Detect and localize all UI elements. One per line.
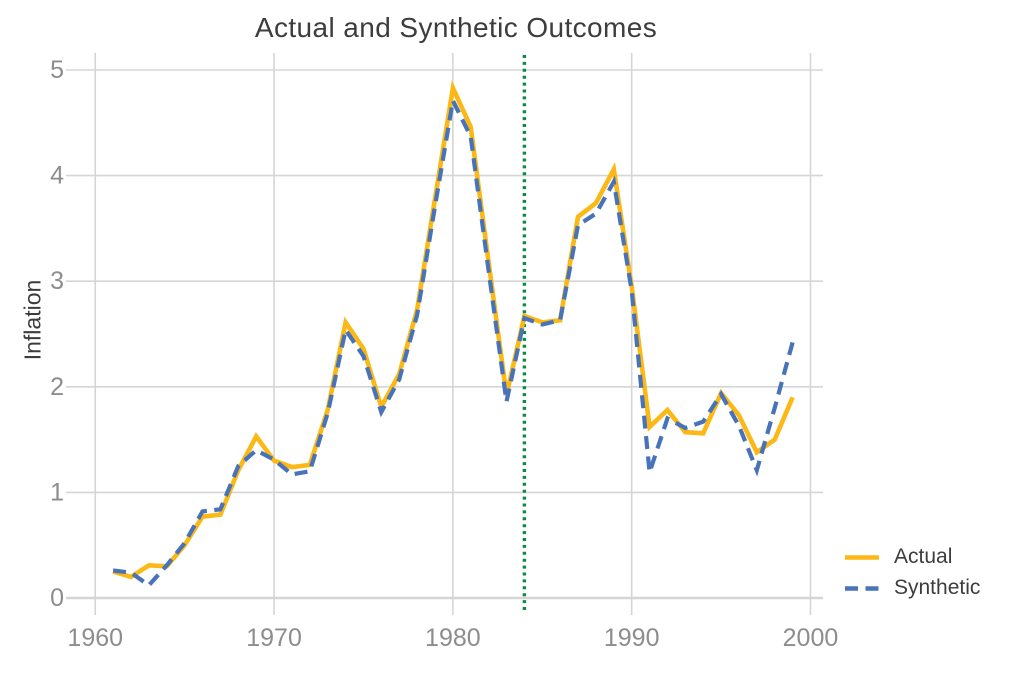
legend-label-synthetic: Synthetic [894,576,981,599]
legend-swatch-synthetic-line-icon [845,585,879,591]
legend: Actual Synthetic [845,545,980,600]
y-tick-label-0: 0 [50,584,64,612]
y-tick-label-3: 3 [50,267,64,295]
y-axis-title: Inflation [19,279,46,361]
y-tick-label-5: 5 [50,56,64,84]
legend-swatch-actual-line-icon [845,554,879,560]
legend-item-actual: Actual [845,545,980,569]
synthetic-line [112,93,795,589]
legend-label-actual: Actual [894,545,953,568]
legend-item-synthetic: Synthetic [845,576,980,600]
x-tick-label-2000: 2000 [783,624,839,652]
x-tick-label-1990: 1990 [604,624,660,652]
x-tick-label-1980: 1980 [425,624,481,652]
x-tick-label-1960: 1960 [67,624,123,652]
y-tick-label-1: 1 [50,478,64,506]
x-tick-label-1970: 1970 [246,624,302,652]
y-tick-label-4: 4 [50,162,64,190]
chart-title: Actual and Synthetic Outcomes [254,12,658,43]
y-tick-label-2: 2 [50,373,64,401]
